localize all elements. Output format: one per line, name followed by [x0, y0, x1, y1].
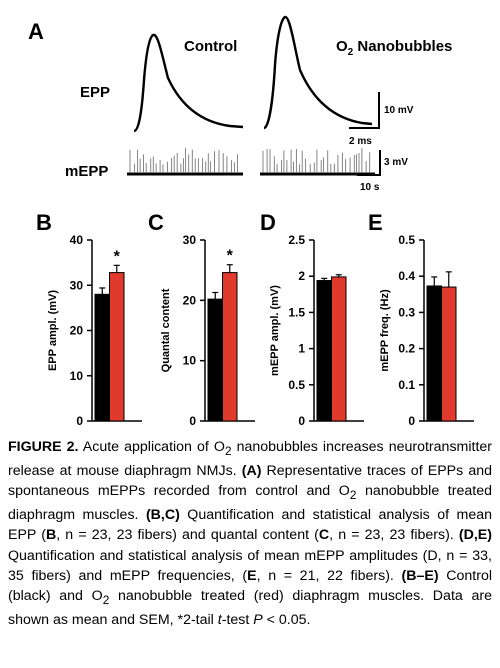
- y-tick-label: 0.3: [398, 305, 415, 319]
- panel-a-letter: A: [28, 19, 44, 44]
- panel-d-chart: D 0 0.5 1 1.5 2 2.5 mEPP ampl. (mV): [260, 210, 364, 428]
- panel-c-chart: C 0 10 20 30 Quantal content *: [148, 210, 255, 428]
- y-tick-label: 2.5: [288, 233, 305, 247]
- caption-text: FIGURE 2. Acute application of O2 nanobu…: [8, 439, 493, 629]
- figure-caption: FIGURE 2. Acute application of O2 nanobu…: [8, 437, 492, 630]
- mepp-time-scale: 10 s: [360, 182, 380, 193]
- bar-control: [316, 280, 332, 422]
- bar-o2: [222, 272, 238, 422]
- panel-a: A Control O2 Nanobubbles EPP mEPP 10 mV …: [28, 15, 452, 193]
- y-tick-label: 0: [76, 414, 83, 428]
- y-axis-title: Quantal content: [160, 288, 172, 372]
- y-tick-label: 2: [298, 269, 305, 283]
- y-axis-title: mEPP freq. (Hz): [379, 289, 391, 372]
- panel-letter: B: [36, 210, 52, 235]
- o2-trace-title: O2 Nanobubbles: [336, 38, 452, 58]
- bar-control: [94, 293, 110, 422]
- control-trace-title: Control: [184, 38, 237, 55]
- o2-epp-trace: [263, 15, 373, 130]
- y-tick-label: 1: [298, 342, 305, 356]
- y-axis-title: mEPP ampl. (mV): [269, 285, 281, 376]
- control-epp-trace: [133, 33, 244, 133]
- mepp-row-label: mEPP: [65, 163, 108, 180]
- y-tick-label: 20: [183, 293, 197, 307]
- epp-scale-bar: 10 mV 2 ms: [349, 92, 414, 147]
- panel-letter: D: [260, 210, 276, 235]
- panel-letter: E: [368, 210, 383, 235]
- mepp-scale-bar: 3 mV 10 s: [357, 150, 408, 193]
- y-tick-label: 0: [298, 414, 305, 428]
- epp-row-label: EPP: [80, 84, 110, 101]
- y-tick-label: 40: [70, 233, 84, 247]
- significance-marker: *: [227, 248, 234, 265]
- bar-o2: [331, 276, 347, 422]
- bar-control: [207, 298, 223, 422]
- y-tick-label: 0.1: [398, 378, 415, 392]
- y-tick-label: 20: [70, 324, 84, 338]
- panel-letter: C: [148, 210, 164, 235]
- mepp-voltage-scale: 3 mV: [384, 157, 408, 168]
- y-tick-label: 0: [189, 414, 196, 428]
- y-tick-label: 0.4: [398, 269, 415, 283]
- figure-panels: A Control O2 Nanobubbles EPP mEPP 10 mV …: [28, 15, 474, 428]
- panel-e-chart: E 0 0.1 0.2 0.3 0.4 0.5 mEPP freq. (Hz): [368, 210, 474, 428]
- bar-o2: [109, 272, 125, 422]
- y-tick-label: 0.5: [288, 378, 305, 392]
- panel-b-chart: B 0 10 20 30 40 EPP ampl. (mV) *: [36, 210, 142, 428]
- control-mepp-trace: [127, 148, 243, 176]
- y-tick-label: 10: [183, 354, 197, 368]
- y-tick-label: 0: [408, 414, 415, 428]
- y-tick-label: 10: [70, 369, 84, 383]
- y-tick-label: 0.5: [398, 233, 415, 247]
- bar-o2: [441, 286, 457, 422]
- y-tick-label: 30: [183, 233, 197, 247]
- y-tick-label: 1.5: [288, 305, 305, 319]
- significance-marker: *: [114, 248, 121, 265]
- bar-control: [426, 285, 442, 422]
- y-tick-label: 0.2: [398, 342, 415, 356]
- epp-time-scale: 2 ms: [349, 136, 372, 147]
- y-tick-label: 30: [70, 278, 84, 292]
- o2-mepp-trace: [260, 148, 375, 176]
- epp-voltage-scale: 10 mV: [384, 105, 414, 116]
- y-axis-title: EPP ampl. (mV): [47, 290, 59, 371]
